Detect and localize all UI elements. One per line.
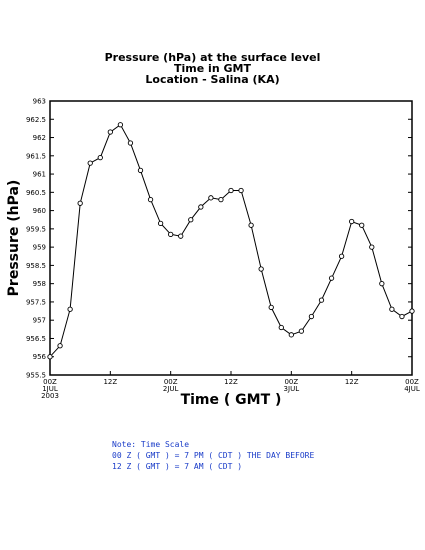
plot-frame	[49, 100, 413, 376]
x-tick-label: 00Z	[164, 378, 178, 386]
data-point	[379, 281, 385, 287]
time-scale-note: Note: Time Scale 00 Z ( GMT ) = 7 PM ( C…	[112, 439, 314, 472]
y-tick-label: 961.5	[26, 152, 46, 160]
data-point	[67, 306, 73, 312]
y-tick-label: 960.5	[26, 189, 46, 197]
pressure-line	[49, 123, 413, 358]
data-point	[389, 306, 395, 312]
data-point	[278, 324, 284, 331]
data-point	[308, 313, 315, 320]
y-tick-label: 955.5	[26, 372, 46, 380]
data-point	[218, 196, 224, 203]
data-point	[369, 244, 375, 250]
x-tick-label: 12Z	[345, 378, 359, 386]
data-point	[157, 220, 164, 227]
y-axis-ticks: 955.5 956 956.5 957 957.5 958 958.5 959 959.5 960…	[26, 98, 412, 380]
data-point	[168, 231, 174, 237]
y-tick-label: 963	[33, 98, 46, 106]
data-point	[409, 308, 415, 314]
x-axis-label: Time ( GMT )	[181, 392, 282, 408]
x-tick-label: 00Z	[43, 378, 57, 386]
data-point	[208, 195, 214, 201]
y-tick-label: 959.5	[26, 225, 46, 233]
y-tick-label: 957	[33, 317, 46, 325]
data-point	[338, 253, 345, 259]
x-tick-label: 1JUL	[42, 385, 58, 393]
data-point	[77, 200, 83, 206]
x-tick-label: 12Z	[103, 378, 117, 386]
y-tick-label: 958	[33, 280, 46, 288]
data-point	[248, 222, 254, 228]
x-tick-label: 00Z	[284, 378, 298, 386]
x-tick-label: 2JUL	[163, 385, 179, 393]
chart-title-line-1: Pressure (hPa) at the surface level	[104, 51, 321, 64]
x-tick-label: 00Z	[405, 378, 419, 386]
data-point	[107, 129, 113, 135]
data-point	[238, 187, 244, 194]
data-point	[228, 187, 234, 194]
data-point	[328, 275, 335, 281]
note-line-2: 00 Z ( GMT ) = 7 PM ( CDT ) THE DAY BEFO…	[112, 451, 315, 460]
data-point	[97, 154, 103, 161]
y-tick-label: 957.5	[26, 298, 46, 306]
data-point	[318, 297, 325, 303]
data-point	[288, 332, 294, 338]
y-tick-label: 960	[33, 207, 46, 215]
data-point	[298, 328, 305, 334]
pressure-series	[47, 122, 415, 360]
x-tick-label: 12Z	[224, 378, 238, 386]
note-line-3: 12 Z ( GMT ) = 7 AM ( CDT )	[112, 462, 243, 471]
data-point	[127, 140, 134, 146]
data-point	[258, 266, 264, 272]
data-point	[57, 343, 63, 349]
y-tick-label: 959	[33, 244, 46, 252]
note-line-1: Note: Time Scale	[112, 440, 190, 449]
y-tick-label: 956.5	[26, 335, 46, 343]
data-point	[178, 233, 184, 239]
y-tick-label: 958.5	[26, 262, 46, 270]
data-point	[137, 167, 144, 174]
data-point	[47, 354, 53, 360]
x-tick-label: 3JUL	[284, 385, 300, 393]
y-tick-label: 962.5	[26, 116, 46, 124]
data-point	[198, 204, 204, 210]
data-point	[399, 313, 405, 320]
data-point	[349, 218, 355, 225]
y-tick-label: 956	[33, 353, 47, 361]
y-tick-label: 962	[33, 134, 46, 142]
data-point	[188, 217, 194, 223]
data-point	[117, 122, 124, 128]
x-tick-label: 4JUL	[404, 385, 420, 393]
x-tick-label: 2003	[41, 392, 59, 400]
chart-title-line-2: Time in GMT	[174, 62, 251, 75]
data-point	[359, 222, 365, 228]
y-axis-label: Pressure (hPa)	[6, 180, 22, 297]
y-tick-label: 961	[33, 171, 46, 179]
data-point	[268, 304, 274, 311]
data-point	[147, 196, 154, 203]
chart-title-line-3: Location - Salina (KA)	[145, 73, 280, 86]
data-point	[87, 160, 93, 166]
